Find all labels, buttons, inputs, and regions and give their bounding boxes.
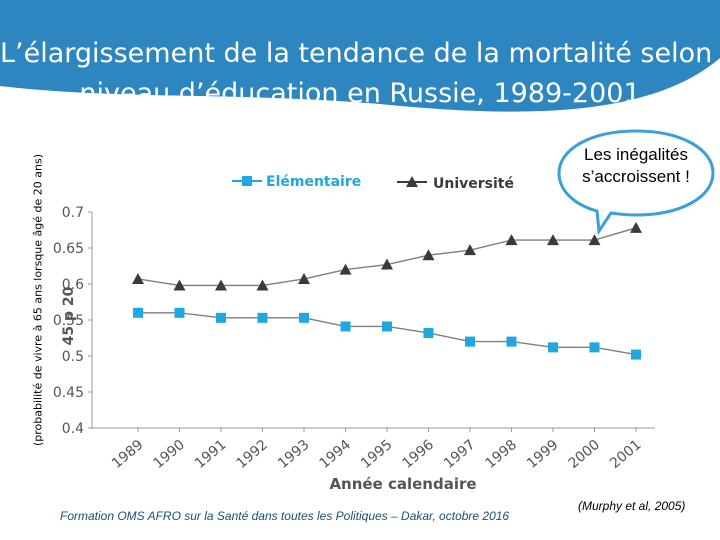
title-band-shape [0, 0, 720, 112]
y-axis-title: 45 p 20 [61, 286, 77, 345]
x-tick-label: 2000 [565, 437, 603, 472]
callout-line-2: s’accroissent ! [582, 167, 690, 186]
data-point-square [423, 327, 434, 338]
callout-line-1: Les inégalités [584, 145, 688, 164]
chart-legend: Elémentaire Université [232, 174, 514, 192]
chart-lines [132, 221, 642, 360]
x-tick-label: 1992 [233, 437, 271, 472]
data-point-triangle [339, 263, 352, 275]
series-line [137, 227, 637, 287]
series-universite [132, 221, 642, 291]
y-tick-label: 0.7 [62, 205, 84, 221]
series-elementaire [133, 307, 641, 360]
data-point-square [133, 307, 143, 318]
data-point-triangle [298, 272, 310, 284]
data-point-triangle [132, 272, 144, 284]
x-tick-label: 1994 [316, 437, 354, 472]
data-point-square [257, 312, 268, 323]
page-title: L’élargissement de la tendance de la mor… [0, 34, 720, 114]
data-point-triangle [588, 234, 601, 246]
legend-item-elementaire: Elémentaire [232, 174, 361, 190]
x-tick-label: 1991 [192, 437, 230, 472]
data-point-triangle [630, 221, 642, 233]
data-point-square [174, 307, 185, 318]
x-tick-label: 1996 [399, 437, 437, 472]
legend-marker-triangle [406, 176, 418, 187]
data-point-triangle [422, 249, 435, 261]
y-tick-label: 0.6 [62, 277, 84, 293]
x-axis-title: Année calendaire [329, 475, 476, 493]
data-point-square [299, 312, 309, 323]
data-point-triangle [256, 279, 269, 291]
data-point-square [548, 342, 558, 353]
x-tick-label: 2001 [607, 437, 645, 472]
data-point-triangle [505, 234, 518, 246]
data-point-triangle [173, 279, 186, 291]
data-point-square [589, 342, 600, 353]
x-tick-label: 1993 [275, 437, 313, 472]
x-tick-label: 1989 [109, 437, 147, 472]
callout-bubble-shape [557, 129, 715, 235]
legend-item-universite: Université [397, 176, 514, 192]
data-point-triangle [547, 234, 559, 246]
callout-text: Les inégalités s’accroissent ! [555, 144, 717, 188]
x-tick-label: 1998 [482, 437, 520, 472]
chart-axes: 0.4 0.45 0.5 0.55 0.6 0.65 0.7 1989 1990 1991 1992… [53, 205, 655, 493]
y-tick-label: 0.55 [53, 313, 84, 329]
data-point-triangle [464, 244, 476, 256]
footer-citation: (Murphy et al, 2005) [578, 499, 686, 513]
data-point-square [506, 336, 517, 347]
footer-source: Formation OMS AFRO sur la Santé dans tou… [60, 509, 510, 523]
title-line-1: L’élargissement de la tendance de la mor… [0, 38, 720, 69]
legend-label-elementaire: Elémentaire [266, 174, 361, 190]
data-point-triangle [381, 258, 393, 270]
x-tick-label: 1997 [441, 437, 479, 472]
x-tick-label: 1995 [358, 437, 396, 472]
title-band: L’élargissement de la tendance de la mor… [0, 0, 720, 125]
data-point-square [340, 321, 351, 332]
callout-bubble: Les inégalités s’accroissent ! [555, 127, 717, 235]
y-tick-label: 0.4 [62, 421, 84, 437]
y-tick-label: 0.5 [62, 349, 84, 365]
data-point-square [216, 312, 226, 323]
data-point-square [382, 321, 392, 332]
title-line-2: niveau d’éducation en Russie, 1989-2001 [79, 78, 641, 109]
data-point-triangle [215, 279, 227, 291]
legend-label-universite: Université [433, 176, 514, 192]
x-tick-label: 1990 [150, 437, 188, 472]
data-point-square [631, 349, 641, 360]
x-tick-label: 1999 [524, 437, 562, 472]
y-tick-label: 0.65 [53, 241, 84, 257]
legend-marker-square [242, 176, 252, 186]
y-tick-label: 0.45 [53, 385, 84, 401]
series-line [138, 312, 637, 356]
data-point-square [465, 336, 475, 347]
